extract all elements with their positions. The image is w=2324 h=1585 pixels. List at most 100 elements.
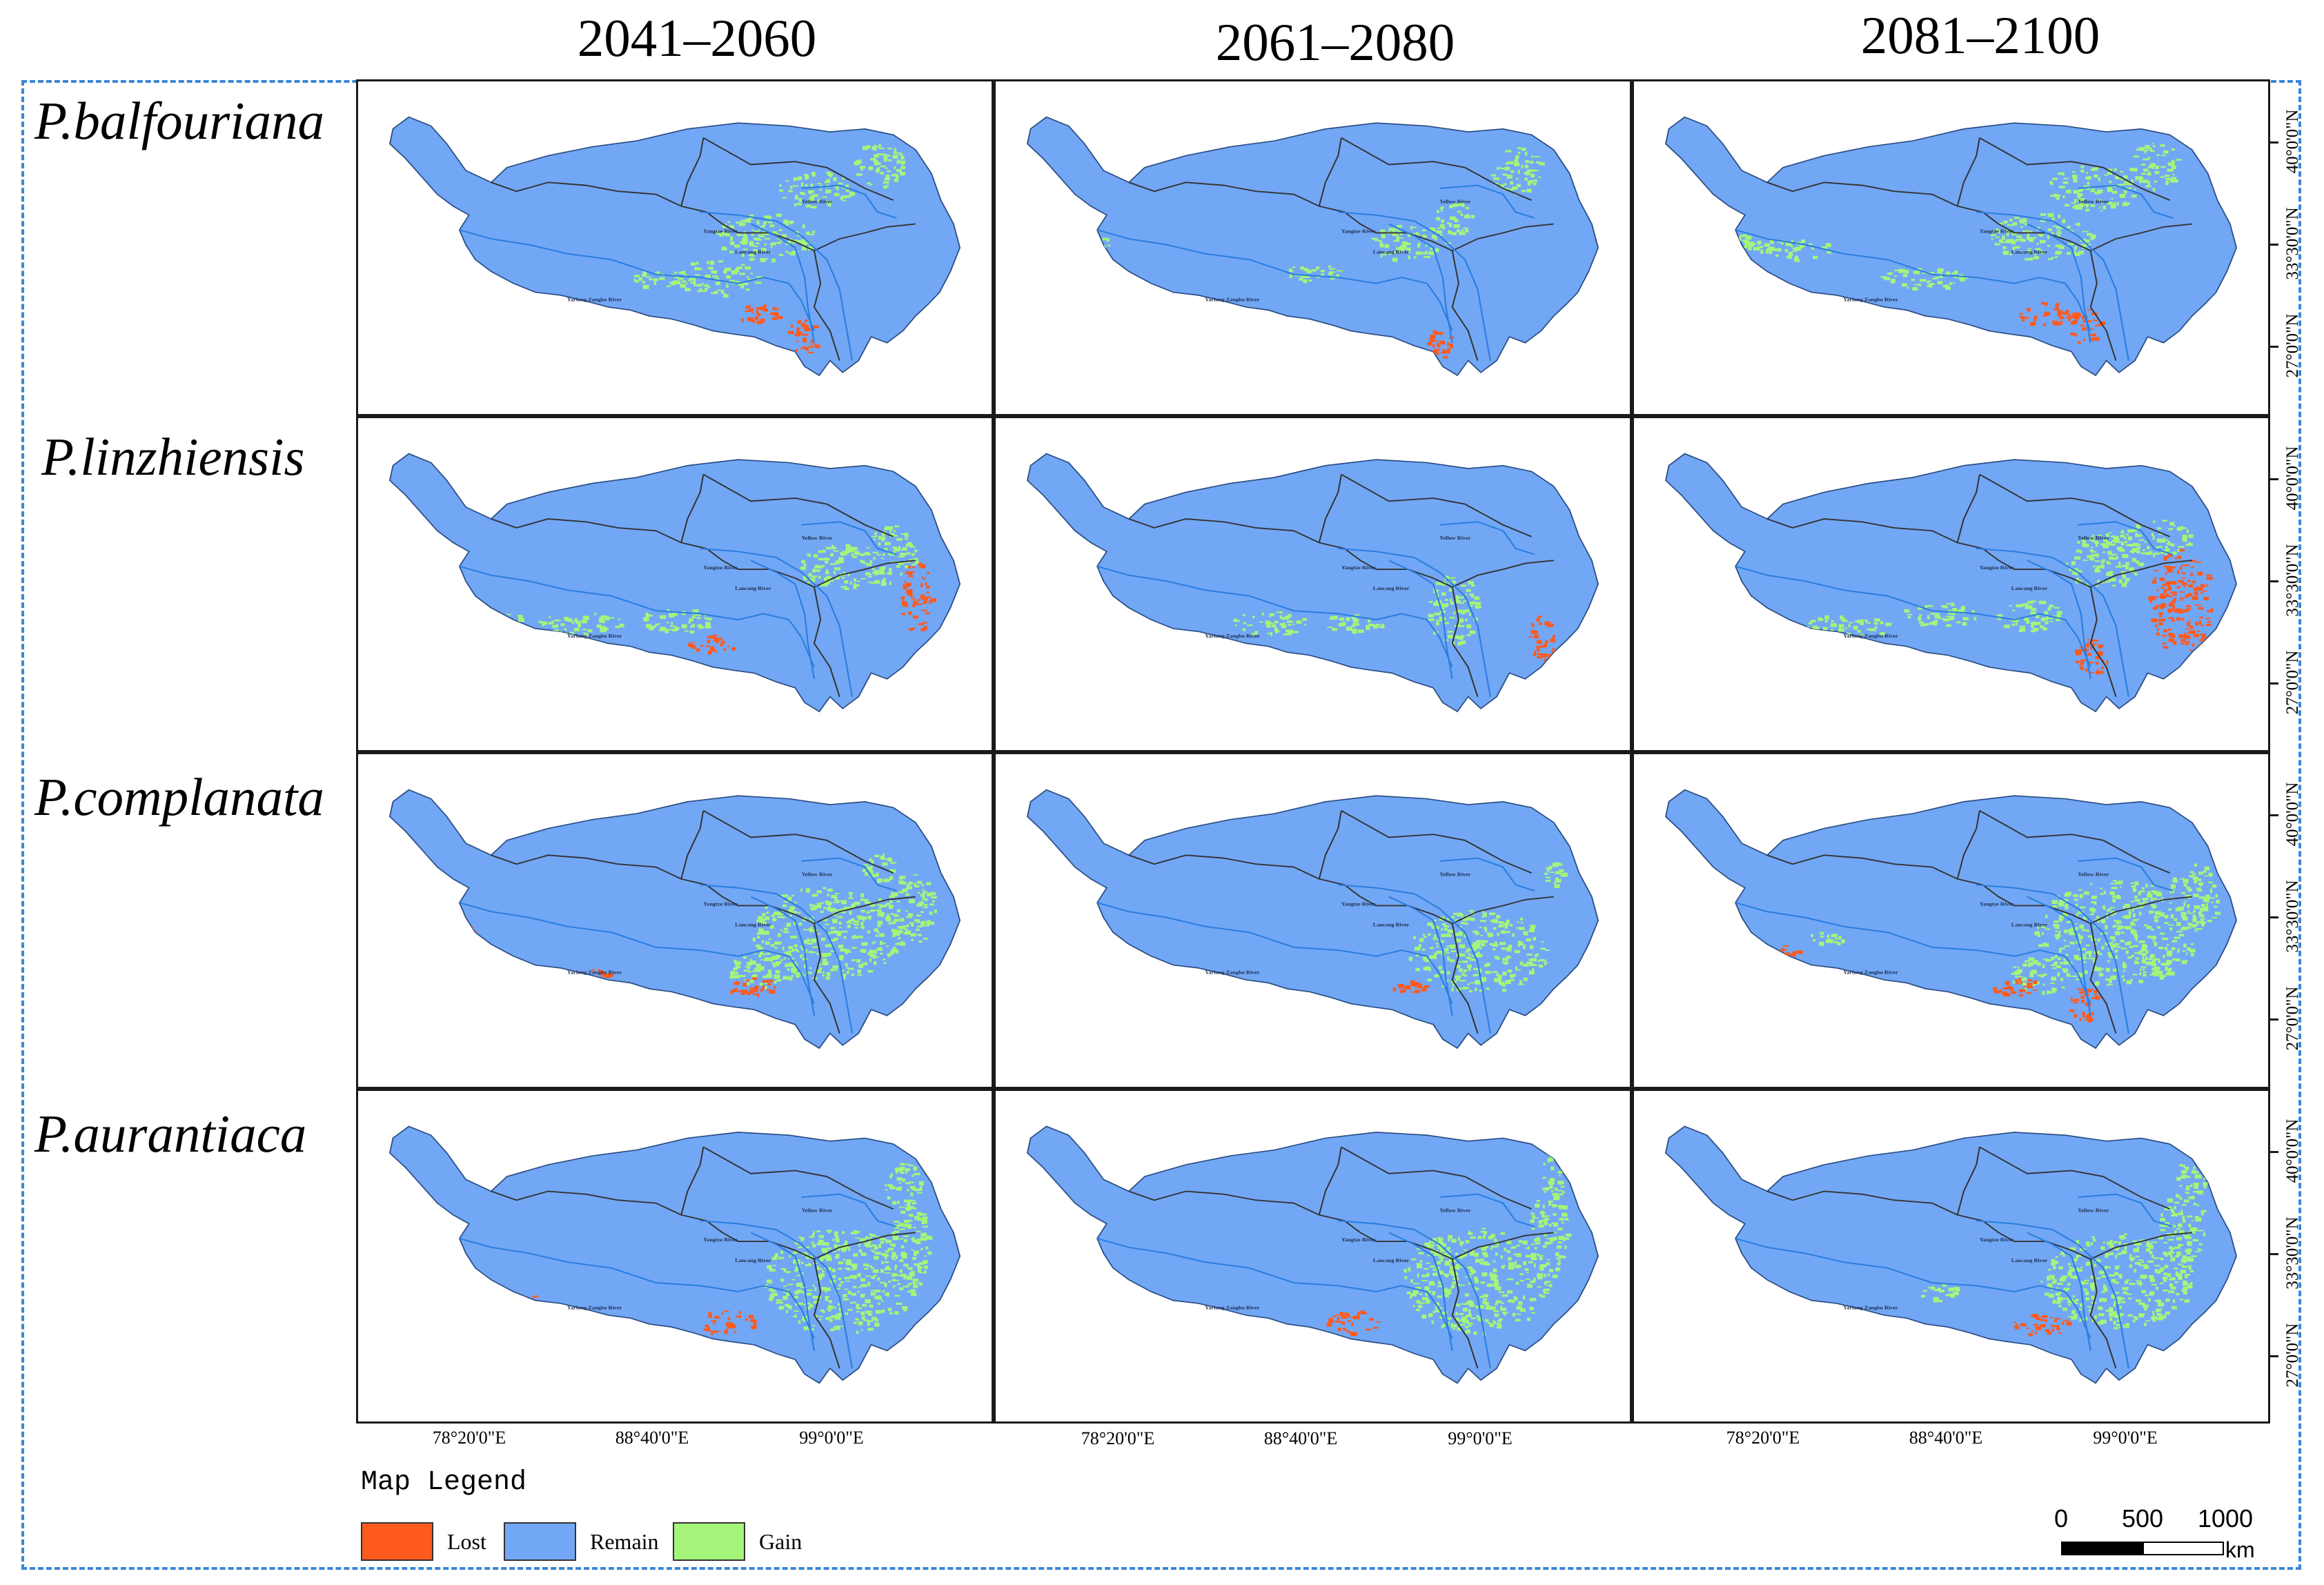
gain-patch — [1943, 607, 1948, 609]
lost-patch — [2197, 571, 2203, 576]
gain-patch — [2045, 928, 2051, 930]
gain-patch — [844, 588, 849, 591]
lost-patch — [727, 645, 730, 647]
gain-patch — [1435, 230, 1442, 234]
gain-patch — [729, 225, 735, 229]
gain-patch — [1911, 279, 1915, 282]
gain-patch — [889, 869, 896, 873]
gain-patch — [2063, 939, 2066, 942]
gain-patch — [2018, 238, 2025, 240]
gain-patch — [799, 956, 802, 958]
lost-patch — [745, 306, 750, 309]
gain-patch — [891, 534, 898, 537]
gain-patch — [1830, 623, 1837, 627]
gain-patch — [2116, 565, 2122, 568]
lost-patch — [687, 643, 691, 647]
gain-patch — [2094, 569, 2100, 573]
gain-patch — [725, 267, 731, 271]
gain-patch — [1521, 148, 1526, 149]
gain-patch — [1311, 269, 1317, 272]
lost-patch — [2019, 990, 2022, 993]
gain-patch — [1441, 923, 1447, 925]
gain-patch — [2196, 894, 2199, 896]
gain-patch — [2120, 932, 2125, 934]
lost-patch — [723, 1310, 729, 1312]
gain-patch — [820, 902, 825, 904]
gain-patch — [2094, 968, 2098, 970]
lost-patch — [1552, 647, 1555, 651]
gain-patch — [883, 943, 886, 945]
gain-patch — [2098, 207, 2101, 209]
gain-patch — [2077, 541, 2080, 544]
gain-patch — [913, 1284, 918, 1288]
gain-patch — [2152, 940, 2156, 942]
gain-patch — [1474, 943, 1477, 945]
gain-patch — [862, 146, 868, 150]
lost-patch — [2034, 315, 2038, 319]
gain-patch — [874, 874, 879, 877]
lost-patch — [1392, 987, 1397, 992]
gain-patch — [1523, 1261, 1527, 1266]
gain-patch — [847, 924, 851, 928]
gain-patch — [1565, 1233, 1572, 1237]
gain-patch — [814, 1300, 820, 1303]
gain-patch — [1922, 623, 1927, 626]
gain-patch — [892, 1279, 896, 1282]
gain-patch — [1481, 911, 1485, 913]
gain-patch — [1452, 580, 1457, 584]
gain-patch — [798, 197, 802, 202]
lost-patch — [2020, 989, 2026, 992]
gain-patch — [2052, 967, 2056, 969]
gain-patch — [872, 535, 878, 538]
gain-patch — [818, 963, 821, 967]
gain-patch — [1959, 279, 1962, 281]
gain-patch — [869, 910, 874, 912]
lost-patch — [2182, 635, 2189, 638]
gain-patch — [885, 167, 888, 169]
gain-patch — [2147, 958, 2153, 961]
gain-patch — [1741, 250, 1745, 253]
river-line — [750, 560, 816, 680]
gain-patch — [2103, 890, 2106, 895]
gain-patch — [1453, 912, 1458, 915]
gain-patch — [2146, 149, 2149, 151]
river-label: Lancang River — [2011, 585, 2048, 591]
gain-patch — [920, 1185, 923, 1188]
gain-patch — [1533, 1253, 1539, 1255]
gain-patch — [2025, 223, 2028, 226]
river-label: Yarlung Zangbo River — [567, 1305, 622, 1311]
gain-patch — [2180, 878, 2185, 880]
gain-patch — [796, 950, 800, 953]
gain-patch — [783, 1268, 787, 1272]
lost-patch — [926, 585, 930, 589]
gain-patch — [2134, 881, 2139, 886]
gain-patch — [680, 284, 686, 288]
lost-patch — [2082, 1014, 2085, 1018]
gain-patch — [505, 624, 510, 626]
gain-patch — [1956, 621, 1961, 624]
gain-patch — [1493, 948, 1496, 951]
gain-patch — [731, 270, 738, 275]
gain-patch — [695, 613, 701, 616]
gain-patch — [2141, 943, 2147, 949]
gain-patch — [1084, 237, 1087, 241]
map-panel-complanata-1: Yellow River Yangtze River Lancang River Ya… — [356, 752, 994, 1089]
gain-patch — [2107, 188, 2113, 193]
river-line — [1976, 547, 2129, 697]
lost-patch — [912, 567, 916, 569]
gain-patch — [1287, 624, 1292, 626]
lost-patch — [927, 571, 929, 575]
gain-patch — [1939, 274, 1942, 278]
gain-patch — [1508, 945, 1513, 949]
gain-patch — [827, 889, 831, 891]
gain-patch — [2141, 887, 2145, 890]
gain-patch — [843, 1298, 849, 1301]
gain-patch — [889, 1185, 896, 1190]
gain-patch — [2052, 963, 2058, 966]
gain-patch — [2059, 914, 2065, 918]
gain-patch — [2167, 943, 2169, 946]
gain-patch — [2116, 928, 2121, 930]
gain-patch — [1549, 1283, 1553, 1288]
gain-patch — [1489, 912, 1496, 916]
lost-patch — [707, 651, 712, 655]
